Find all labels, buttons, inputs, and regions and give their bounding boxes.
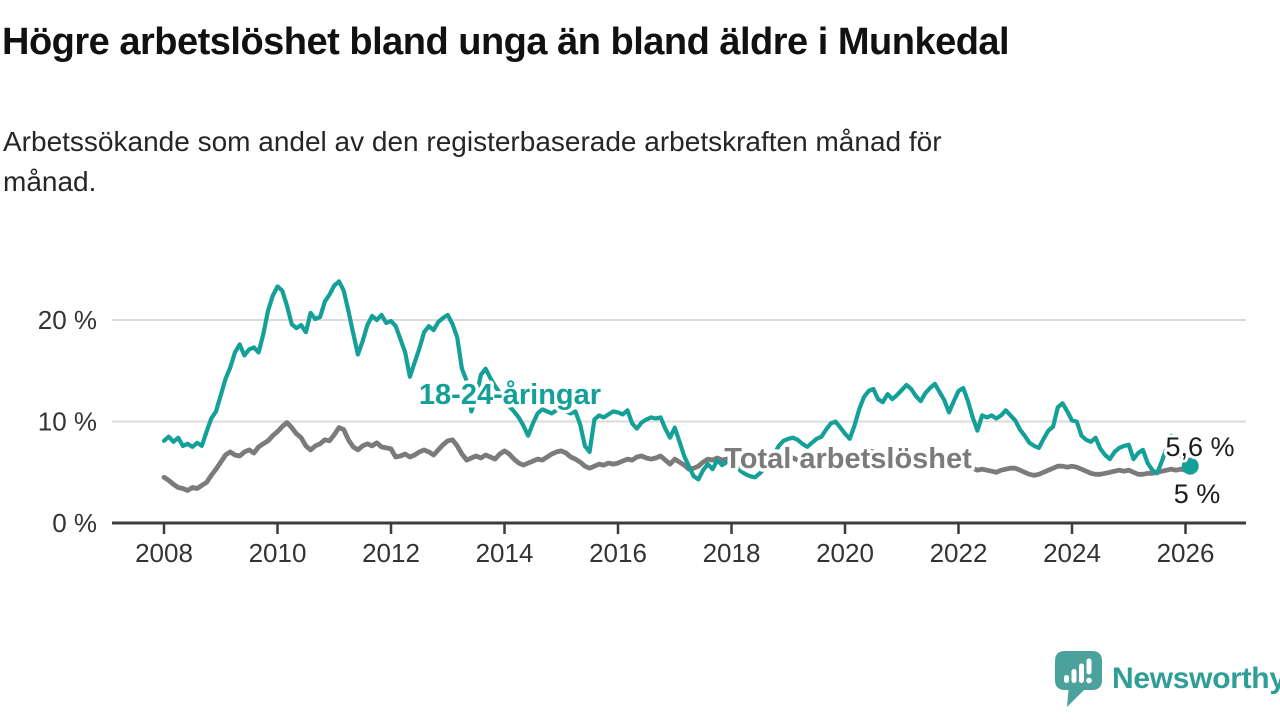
x-axis-tick-label: 2020 (816, 538, 874, 568)
bar-chart-bar-3 (1079, 663, 1084, 683)
bar-chart-bar-2 (1071, 669, 1077, 683)
x-axis-tick-label: 2008 (135, 538, 193, 568)
exclamation-bar (1086, 658, 1092, 675)
chart-subtitle-line2: månad. (3, 165, 97, 197)
series-end-value-label-youth: 5,6 % (1165, 432, 1234, 462)
newsworthy-logo-icon (1055, 651, 1102, 707)
chart-subtitle: Arbetssökande som andel av den registerb… (3, 122, 1233, 202)
speech-bubble-shape (1055, 651, 1102, 707)
exclamation-dot (1086, 677, 1092, 684)
bar-chart-bar-1 (1064, 675, 1069, 683)
series-end-marker-youth (1181, 457, 1199, 475)
x-axis-tick-label: 2024 (1043, 538, 1101, 568)
x-axis-tick-label: 2018 (703, 538, 761, 568)
x-axis-tick-label: 2010 (249, 538, 307, 568)
x-axis-tick-label: 2026 (1157, 538, 1215, 568)
x-axis-tick-label: 2022 (930, 538, 988, 568)
chart-title: Högre arbetslöshet bland unga än bland ä… (2, 21, 1010, 63)
series-label-youth: 18-24-åringar (419, 379, 601, 411)
series-line-total (161, 420, 1193, 493)
y-axis-tick-label: 20 % (38, 305, 97, 335)
series-end-value-label-total: 5 % (1174, 479, 1221, 509)
y-axis-tick-label: 0 % (52, 508, 97, 538)
chart-subtitle-line1: Arbetssökande som andel av den registerb… (3, 126, 942, 157)
x-axis-tick-label: 2012 (362, 538, 420, 568)
y-axis-tick-label: 10 % (38, 407, 97, 437)
newsworthy-branding: Newsworthy (1054, 650, 1280, 708)
series-line-youth (161, 279, 1193, 482)
newsworthy-logo-text: Newsworthy (1112, 662, 1280, 695)
series-label-total: Total arbetslöshet (724, 443, 972, 475)
x-axis-tick-label: 2016 (589, 538, 647, 568)
x-axis-tick-label: 2014 (476, 538, 534, 568)
